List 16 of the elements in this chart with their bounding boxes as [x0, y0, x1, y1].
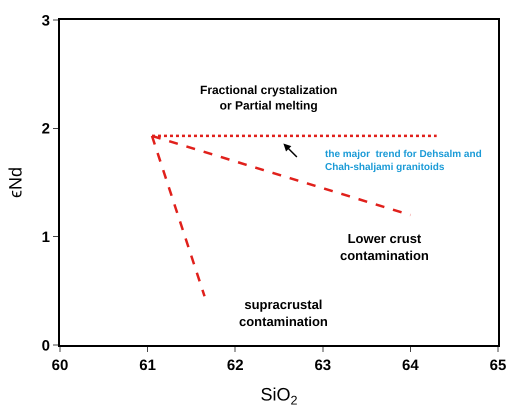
y-tick-label: 1	[42, 228, 50, 246]
y-tick-label: 3	[42, 12, 50, 30]
x-tick-label: 61	[139, 357, 156, 374]
y-axis-title: ϵNd	[5, 167, 26, 198]
x-tick-label: 62	[226, 357, 244, 374]
y-tick-label: 2	[42, 120, 50, 138]
x-tick-label: 63	[314, 357, 332, 374]
annotation: Lower crust contamination	[340, 231, 429, 263]
y-tick-label: 0	[42, 337, 50, 354]
annotation: the major trend for Dehsalm and Chah-shaljami granitoids	[325, 149, 482, 173]
x-tick-label: 60	[52, 357, 68, 374]
x-tick-label: 65	[490, 357, 506, 374]
x-tick-label: 64	[402, 357, 420, 374]
x-axis-title: SiO$_{2}$	[260, 384, 298, 408]
annotation: supracrustal contamination	[239, 297, 328, 329]
annotation: Fractional crystalization or Partial melting	[200, 83, 338, 113]
